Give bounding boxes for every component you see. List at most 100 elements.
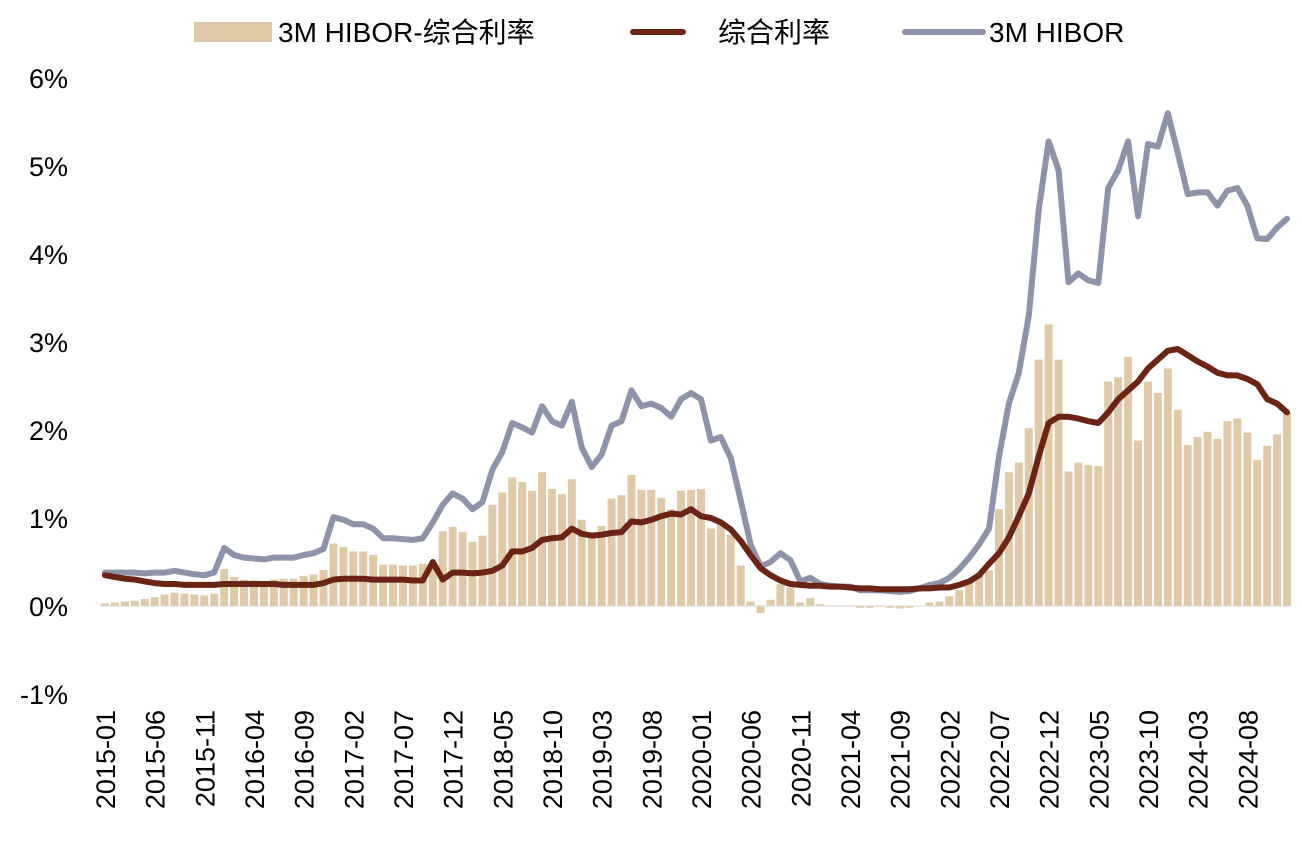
x-tick-label: 2024-08 [1233, 710, 1263, 809]
bar [1034, 359, 1043, 606]
bar [955, 590, 964, 606]
bar [1134, 440, 1143, 606]
bar [756, 606, 765, 614]
bar [865, 606, 874, 608]
bar [289, 578, 298, 606]
bar [220, 569, 229, 606]
bar [706, 528, 715, 606]
bar [498, 492, 507, 606]
x-tick-label: 2015-06 [141, 710, 171, 809]
bar [1104, 381, 1113, 606]
bar [1024, 428, 1033, 606]
bar [786, 587, 795, 606]
legend-swatch-bar [194, 22, 272, 42]
bar [726, 534, 735, 606]
x-tick-label: 2016-04 [240, 710, 270, 809]
y-tick-label: 5% [29, 152, 68, 182]
x-tick-label: 2021-09 [886, 710, 916, 809]
bar [1283, 412, 1292, 606]
bar [667, 509, 676, 606]
legend-label: 3M HIBOR [989, 17, 1124, 48]
bar [1074, 462, 1083, 606]
legend-label: 综合利率 [718, 17, 830, 48]
y-tick-label: 0% [29, 592, 68, 622]
bar [687, 489, 696, 606]
bar [776, 584, 785, 606]
x-tick-label: 2015-01 [91, 710, 121, 809]
bar-series [100, 324, 1292, 614]
bar [110, 602, 119, 606]
bar [597, 525, 606, 606]
bar [1114, 377, 1123, 606]
bar [677, 490, 686, 606]
bar [458, 532, 467, 606]
bar [329, 543, 338, 606]
x-tick-label: 2017-02 [339, 710, 369, 809]
y-tick-label: 1% [29, 504, 68, 534]
x-tick-label: 2019-03 [588, 710, 618, 809]
bar [925, 602, 934, 606]
bar [1153, 393, 1162, 606]
bar [389, 564, 398, 606]
bar [975, 575, 984, 606]
bar [567, 479, 576, 606]
bar [418, 563, 427, 606]
bar [249, 580, 258, 606]
bar [1243, 432, 1252, 606]
legend-label: 3M HIBOR-综合利率 [278, 17, 535, 48]
bar [796, 602, 805, 606]
bar [1084, 465, 1093, 606]
bar [1183, 444, 1192, 606]
bar [945, 596, 954, 606]
bar [637, 489, 646, 606]
bar [1263, 445, 1272, 606]
bar [408, 565, 417, 606]
bar [299, 576, 308, 606]
bar [547, 488, 556, 606]
bar [508, 477, 517, 606]
bar [587, 537, 596, 606]
x-tick-label: 2019-08 [637, 710, 667, 809]
bar [1014, 462, 1023, 606]
x-tick-label: 2022-02 [935, 710, 965, 809]
bar [448, 526, 457, 606]
x-axis: 2015-01 2015-06 2015-11 2016-04 2016-09 2017-… [91, 710, 1263, 809]
x-tick-label: 2020-06 [737, 710, 767, 809]
bar [895, 606, 904, 609]
bar [1163, 368, 1172, 606]
bar [1064, 471, 1073, 606]
x-tick-label: 2018-10 [538, 710, 568, 809]
bar [905, 606, 914, 608]
bar [150, 597, 159, 606]
x-tick-label: 2022-07 [985, 710, 1015, 809]
bar [230, 576, 239, 606]
bar [1044, 324, 1053, 606]
bar [1054, 359, 1063, 606]
bar [657, 497, 666, 606]
bar [1253, 459, 1262, 606]
bar [438, 531, 447, 606]
bar [1094, 466, 1103, 606]
x-tick-label: 2020-11 [786, 710, 816, 807]
x-tick-label: 2015-11 [190, 710, 220, 807]
bar [766, 599, 775, 606]
bar [885, 606, 894, 608]
bar [398, 565, 407, 606]
bar [647, 489, 656, 606]
legend: 3M HIBOR-综合利率 综合利率 3M HIBOR [194, 17, 1124, 48]
bar [855, 606, 864, 608]
y-tick-label: 4% [29, 240, 68, 270]
bar [240, 579, 249, 606]
bar [1223, 421, 1232, 606]
bar [160, 594, 169, 606]
bar [577, 519, 586, 606]
legend-entry: 综合利率 [630, 17, 830, 48]
bar [279, 578, 288, 606]
x-tick-label: 2016-09 [290, 710, 320, 809]
bar [617, 495, 626, 606]
bar [100, 603, 109, 606]
bar [1124, 356, 1133, 606]
y-axis: -1% 0% 1% 2% 3% 4% 5% 6% [20, 64, 68, 710]
bar [736, 565, 745, 606]
